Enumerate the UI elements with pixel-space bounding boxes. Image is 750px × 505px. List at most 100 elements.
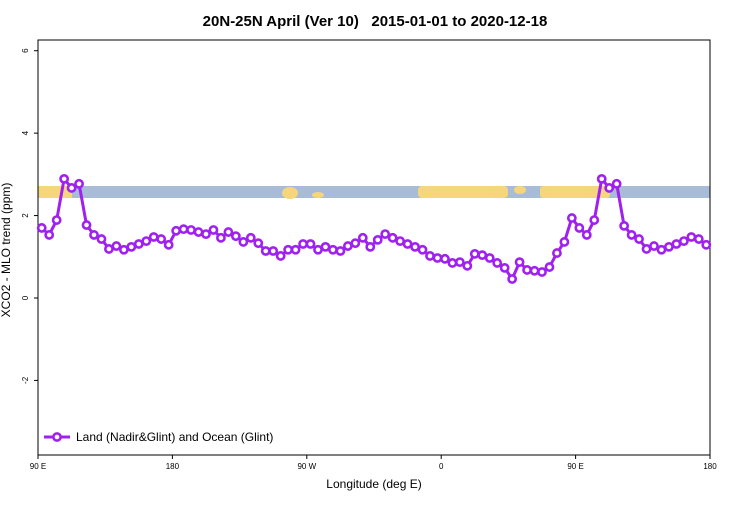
data-point xyxy=(671,239,682,249)
data-point xyxy=(410,241,420,252)
data-point xyxy=(328,244,338,255)
data-point xyxy=(544,262,555,272)
data-point xyxy=(133,239,144,249)
data-point xyxy=(44,230,55,240)
y-tick-label: 4 xyxy=(21,130,30,135)
data-point xyxy=(275,251,286,261)
data-point xyxy=(59,173,70,184)
y-tick-label: 6 xyxy=(21,48,30,53)
data-point xyxy=(238,237,249,247)
data-point xyxy=(163,239,174,250)
data-point xyxy=(74,178,84,189)
data-point xyxy=(216,232,226,243)
data-point xyxy=(201,229,211,240)
data-point xyxy=(537,267,547,277)
data-point xyxy=(230,231,241,242)
data-point xyxy=(641,244,652,254)
data-point xyxy=(342,241,353,251)
data-point xyxy=(492,258,503,268)
y-tick-label: -2 xyxy=(21,376,30,384)
data-point xyxy=(596,173,607,184)
chart-title: 20N-25N April (Ver 10) 2015-01-01 to 202… xyxy=(203,13,548,30)
x-tick-label: 90 E xyxy=(30,462,46,471)
data-point xyxy=(693,234,704,244)
data-point xyxy=(611,178,622,189)
data-point xyxy=(395,236,406,247)
data-point xyxy=(656,244,667,255)
data-point xyxy=(118,244,129,255)
data-point xyxy=(566,213,577,223)
data-point xyxy=(81,220,92,230)
data-point xyxy=(111,241,122,251)
data-point xyxy=(440,253,450,264)
data-point xyxy=(432,253,443,263)
data-point xyxy=(454,257,465,268)
map-land xyxy=(312,192,324,198)
data-point xyxy=(559,237,570,247)
data-point xyxy=(477,250,488,261)
data-point xyxy=(178,224,189,235)
data-point xyxy=(313,244,323,255)
data-point xyxy=(417,244,428,255)
data-point xyxy=(649,241,659,251)
data-point xyxy=(223,227,234,237)
x-tick-label: 180 xyxy=(166,462,180,471)
data-point xyxy=(141,236,152,247)
data-point xyxy=(552,248,562,258)
data-point xyxy=(507,274,518,284)
data-point xyxy=(514,257,525,268)
data-point xyxy=(387,232,398,243)
data-point xyxy=(581,230,592,240)
data-point xyxy=(365,241,376,252)
data-point xyxy=(626,230,637,240)
map-land xyxy=(514,186,526,194)
data-point xyxy=(96,234,107,244)
data-point xyxy=(462,260,473,271)
data-point xyxy=(350,238,361,249)
data-point xyxy=(126,241,137,252)
data-point xyxy=(335,246,346,256)
data-point xyxy=(664,241,674,252)
data-point xyxy=(447,258,458,268)
legend-label: Land (Nadir&Glint) and Ocean (Glint) xyxy=(76,430,273,444)
data-point xyxy=(499,262,510,273)
data-point xyxy=(529,265,540,276)
data-point xyxy=(253,238,264,249)
data-point xyxy=(290,244,301,255)
data-point xyxy=(208,225,219,235)
data-point xyxy=(686,232,697,242)
data-point xyxy=(193,227,204,237)
y-tick-label: 2 xyxy=(21,213,30,218)
data-point xyxy=(701,239,712,250)
x-tick-label: 0 xyxy=(439,462,444,471)
data-point xyxy=(425,251,435,261)
data-point xyxy=(305,239,316,249)
data-point xyxy=(51,215,62,225)
data-point xyxy=(484,253,495,263)
data-point xyxy=(260,246,271,256)
data-point xyxy=(469,248,480,259)
data-point xyxy=(619,220,630,231)
y-tick-label: 0 xyxy=(21,295,30,300)
legend-marker xyxy=(52,432,62,442)
x-tick-label: 90 W xyxy=(297,462,316,471)
data-point xyxy=(678,236,689,247)
data-point xyxy=(66,183,77,193)
data-point xyxy=(186,225,196,235)
data-point xyxy=(148,232,159,242)
data-point xyxy=(604,183,615,193)
data-point xyxy=(283,244,294,255)
data-point xyxy=(156,234,167,244)
data-point xyxy=(268,246,279,256)
data-point xyxy=(298,239,308,249)
data-point xyxy=(89,230,99,240)
y-axis-label: XCO2 - MLO trend (ppm) xyxy=(0,183,13,318)
data-point xyxy=(574,223,585,233)
data-point xyxy=(372,234,383,245)
map-land xyxy=(418,186,508,198)
map-land xyxy=(282,187,298,199)
x-tick-label: 180 xyxy=(703,462,717,471)
data-point xyxy=(357,232,368,243)
